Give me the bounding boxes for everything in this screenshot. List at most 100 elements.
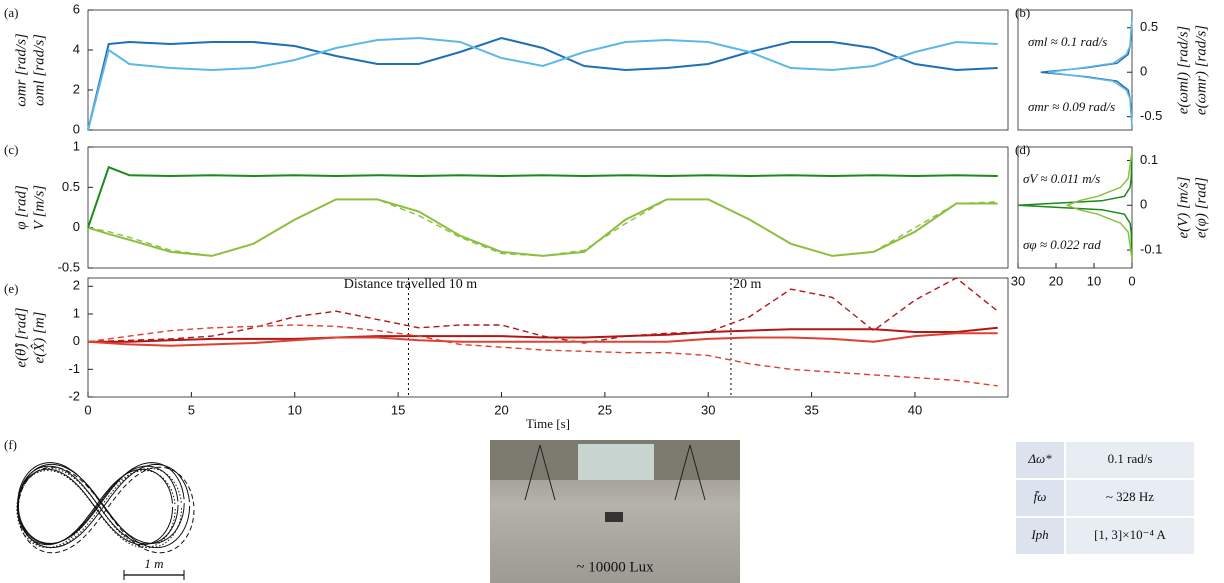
photo-tripod [539,444,556,501]
y-axis-label: e(X̂) [m] [31,311,47,363]
y-axis-label: e(V) [m/s] [1175,176,1191,238]
y-tick-label: 2 [73,278,80,293]
x-tick-label: 20 [494,402,508,417]
photo-screen [578,444,654,480]
y-tick-label: 0.5 [62,179,80,194]
x-tick-label: 40 [908,402,922,417]
density-curve [1017,151,1133,260]
annotation: σφ ≈ 0.022 rad [1023,237,1101,252]
panel: (b) -0.5 0 0.5 e(ωml) [rad/s] e(ωmr) [rad/s] σ… [1015,5,1209,131]
y-tick-label: 0 [73,121,80,136]
y-axis-label: ωmr [rad/s] [13,33,29,107]
y-tick-label: 0 [73,333,80,348]
scale-label: 1 m [144,556,163,571]
marker-label: 20 m [733,277,762,292]
y-tick-label: 0.1 [1140,152,1158,167]
data-line [87,332,998,347]
table-value: 0.1 rad/s [1108,451,1153,466]
x-tick-label: 0 [84,402,91,417]
y-tick-label: -2 [68,388,80,403]
table-value: [1, 3]×10⁻⁴ A [1094,527,1166,542]
panel-label: (c) [4,142,18,157]
data-line [87,36,998,131]
annotation: σml ≈ 0.1 rad/s [1028,34,1107,49]
data-line [87,198,998,257]
data-line [88,326,998,343]
panel: (c) -0.5 0 0.5 1 φ [rad] V [m/s] [4,138,1009,274]
data-line [87,324,998,387]
plot-frame [87,146,1009,269]
y-tick-label: 6 [73,1,80,16]
panel: (d) -0.1 0 0.1 0 10 20 30 e(V) [m/s] e(φ) [rad] σV… [1011,142,1210,288]
table-cell [1064,478,1196,518]
table-cell [1014,478,1066,518]
panel: (a) 0 2 4 6 ωmr [rad/s] ωml [rad/s] [4,1,1009,136]
y-tick-label: 1 [73,138,80,153]
photo-caption: ~ 10000 Lux [576,559,654,575]
x-tick-label: 20 [1049,273,1063,288]
y-axis-label: φ [rad] [13,185,29,230]
table-label: Δω* [1027,451,1052,466]
table-cell [1014,440,1066,480]
y-tick-label: -0.1 [1140,242,1162,257]
density-curve [1065,151,1133,260]
y-tick-label: 2 [73,81,80,96]
data-line [87,165,998,229]
y-axis-label: e(ωmr) [rad/s] [1193,25,1209,115]
y-tick-label: -0.5 [58,259,80,274]
density-curve [1040,18,1133,126]
table-label: Iph [1030,527,1048,542]
x-tick-label: 10 [288,402,302,417]
x-tick-label: 35 [804,402,818,417]
panel-label: (b) [1015,5,1030,20]
y-axis-label: ωml [rad/s] [31,34,47,106]
data-line [87,277,999,344]
table-value: ~ 328 Hz [1106,489,1154,504]
x-tick-label: 25 [598,402,612,417]
annotation: σmr ≈ 0.09 rad/s [1028,99,1115,114]
plot-frame [1017,9,1133,131]
x-tick-label: 0 [1128,273,1135,288]
annotation: σV ≈ 0.011 m/s [1023,171,1100,186]
x-tick-label: 30 [701,402,715,417]
x-axis-label: Time [s] [526,416,570,431]
y-tick-label: 4 [73,41,80,56]
photo-robot [605,512,623,522]
photo-tripod [689,444,706,501]
trajectory-plot [16,462,195,554]
y-tick-label: 0 [1140,64,1147,79]
y-tick-label: -0.5 [1140,108,1162,123]
marker-label: Distance travelled 10 m [344,277,477,292]
plot-frame [1017,146,1133,269]
photo-tripod [524,444,541,501]
y-tick-label: 1 [73,305,80,320]
panel-label: (e) [4,281,18,296]
photo: ~ 10000 Lux [490,440,740,583]
density-curve [1048,18,1133,126]
y-axis-label: e(φ) [rad] [1193,177,1209,238]
data-line [87,36,998,131]
table-label: f̄ω [1034,489,1047,504]
trajectory [16,468,174,546]
data-line [87,198,998,257]
plot-frame [87,9,1009,131]
y-tick-label: 0 [1140,197,1147,212]
y-tick-label: 0.5 [1140,19,1158,34]
y-axis-label: e(ωml) [rad/s] [1175,26,1191,115]
panel-label: (f) [4,437,17,452]
panel-label: (d) [1015,142,1030,157]
trajectory [17,466,195,554]
x-tick-label: 10 [1087,273,1101,288]
parameter-table: Δω* 0.1 rad/s f̄ω ~ 328 Hz Iph [1, 3]×10⁻⁴ A [1014,440,1196,556]
y-tick-label: -1 [68,361,80,376]
trajectory [16,469,176,549]
plot-frame [87,277,1009,398]
y-tick-label: 0 [73,219,80,234]
y-axis-label: V [m/s] [31,185,47,230]
table-cell [1064,516,1196,556]
y-axis-label: e(θ̂) [rad] [13,307,29,367]
photo-tripod [674,444,691,501]
trajectory [17,463,191,549]
